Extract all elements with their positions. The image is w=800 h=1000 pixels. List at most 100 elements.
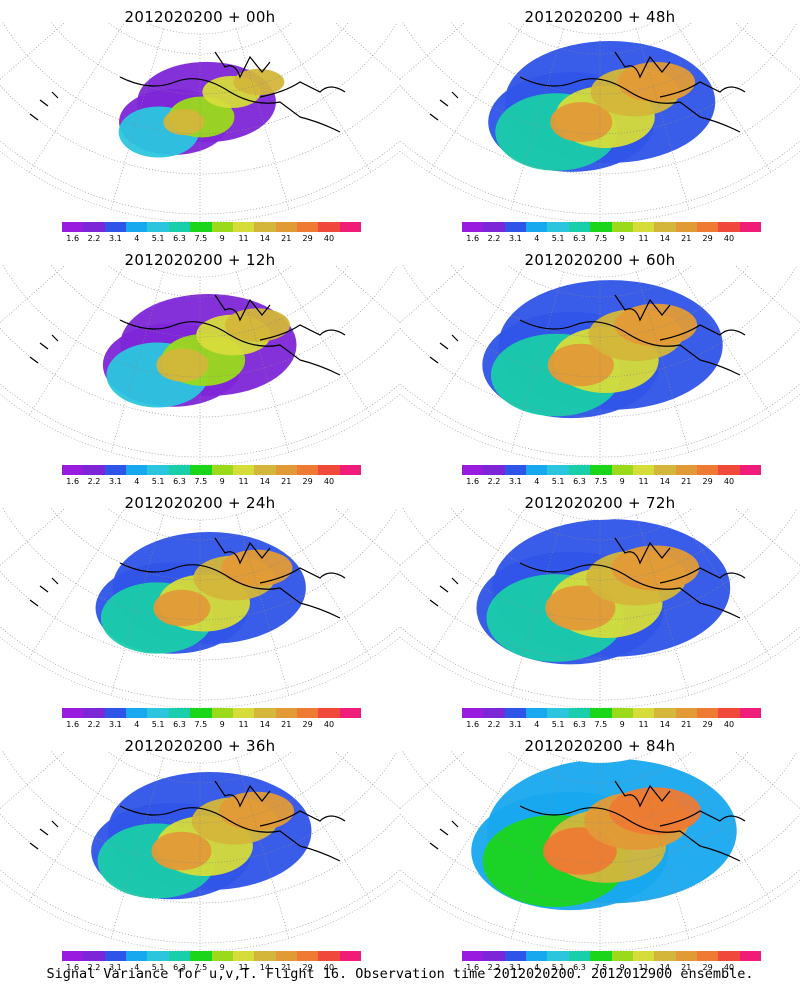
colorbar-swatch (504, 951, 527, 961)
colorbar-label: 1.6 (466, 720, 480, 729)
colorbar-label: 40 (723, 234, 735, 243)
colorbar-swatch (718, 465, 740, 475)
colorbar-swatch (318, 708, 340, 718)
colorbar (62, 465, 362, 475)
variance-contour (218, 791, 295, 831)
variance-contour (153, 589, 211, 627)
colorbar-label: 40 (323, 234, 335, 243)
latitude-line (0, 327, 400, 418)
colorbar-label: 5.1 (551, 234, 565, 243)
colorbar-swatch (62, 951, 84, 961)
colorbar-swatch (739, 951, 762, 961)
graticule (0, 508, 400, 708)
colorbar-swatch (547, 222, 569, 232)
colorbar-swatch (126, 708, 148, 718)
colorbar-swatch (275, 222, 297, 232)
coastlines (29, 537, 346, 619)
colorbar-label: 6.3 (173, 720, 186, 729)
colorbar-label: 11 (638, 234, 649, 243)
colorbar-swatch (339, 708, 362, 718)
colorbar-label: 1.6 (66, 477, 80, 486)
latitude-line (402, 265, 798, 378)
colorbar-label: 1.6 (66, 720, 80, 729)
map-panel-24h: 2012020200 + 24h 1.6 2.2 3.1 4 5.1 6.3 7.5 9 11 1… (0, 486, 400, 729)
longitude-line (510, 514, 564, 696)
variance-contour (163, 108, 205, 136)
longitude-line (428, 508, 526, 659)
coastlines (29, 780, 346, 862)
longitude-line (510, 757, 564, 939)
coastlines (29, 51, 346, 133)
colorbar-label: 6.3 (573, 720, 586, 729)
colorbar-swatch (147, 708, 169, 718)
longitude-line (28, 508, 126, 659)
colorbar-swatch (590, 222, 612, 232)
colorbar-label: 40 (723, 477, 735, 486)
latitude-line (0, 383, 400, 458)
latitude-line (0, 570, 400, 661)
colorbar-swatch (254, 951, 276, 961)
colorbar-swatch (483, 951, 505, 961)
colorbar-swatch (632, 951, 655, 961)
colorbar-labels: 1.6 2.2 3.1 4 5.1 6.3 7.5 9 11 14 21 29 40 (52, 234, 372, 244)
colorbar-label: 5.1 (151, 234, 165, 243)
panel-title: 2012020200 + 00h (124, 8, 276, 26)
colorbar-swatch (211, 951, 233, 961)
coastlines (429, 780, 746, 862)
colorbar-label: 29 (302, 720, 313, 729)
colorbar-label: 7.5 (194, 963, 208, 972)
map-panel-36h: 2012020200 + 36h 1.6 2.2 3.1 4 5.1 6.3 7.5 9 11 1… (0, 729, 400, 972)
colorbar (62, 708, 362, 718)
colorbar-swatch (739, 465, 762, 475)
colorbar-swatch (190, 222, 212, 232)
colorbar-swatch (126, 222, 148, 232)
colorbar-label: 40 (323, 963, 335, 972)
latitude-line (402, 22, 798, 135)
map-panel-00h: 2012020200 + 00h 1.6 2.2 3.1 4 5.1 6.3 7.5 9 11 1… (0, 0, 400, 243)
variance-contour (614, 303, 698, 347)
colorbar (462, 222, 762, 232)
colorbar-label: 9 (219, 234, 225, 243)
longitude-line (674, 508, 772, 659)
graticule (400, 508, 800, 708)
colorbar-swatch (62, 222, 84, 232)
colorbar-swatch (483, 708, 505, 718)
colorbar-labels: 1.6 2.2 3.1 4 5.1 6.3 7.5 9 11 14 21 29 40 (452, 963, 772, 973)
longitude-line (674, 22, 772, 173)
colorbar-label: 21 (281, 720, 292, 729)
colorbar-label: 2.2 (487, 963, 501, 972)
colorbar-swatch (462, 222, 484, 232)
colorbar-swatch (675, 708, 697, 718)
colorbar-swatch (339, 222, 362, 232)
colorbar-label: 29 (302, 477, 313, 486)
colorbar-label: 14 (659, 963, 670, 972)
longitude-line (28, 751, 126, 902)
latitude-line (402, 508, 798, 621)
colorbar-label: 4 (134, 963, 140, 972)
variance-map (400, 22, 800, 222)
colorbar-swatch (104, 465, 127, 475)
colorbar-label: 2.2 (87, 477, 101, 486)
colorbar-label: 21 (281, 234, 292, 243)
latitude-line (50, 265, 350, 338)
colorbar-swatch (675, 222, 697, 232)
latitude-line (450, 265, 750, 338)
variance-map (0, 508, 400, 708)
colorbar-swatch (211, 222, 233, 232)
colorbar-labels: 1.6 2.2 3.1 4 5.1 6.3 7.5 9 11 14 21 29 40 (452, 234, 772, 244)
colorbar-swatch (526, 222, 548, 232)
colorbar-swatch (611, 951, 633, 961)
colorbar-swatch (675, 465, 697, 475)
colorbar-label: 11 (238, 720, 249, 729)
colorbar (462, 951, 762, 961)
colorbar-label: 3.1 (109, 720, 122, 729)
colorbar-swatch (190, 465, 212, 475)
colorbar-swatch (318, 951, 340, 961)
colorbar-label: 6.3 (573, 477, 586, 486)
latitude-line (450, 751, 750, 824)
colorbar-swatch (611, 222, 633, 232)
variance-contour (608, 787, 701, 835)
figure-caption: Signal Variance for u,v,T. Flight 16. Ob… (46, 966, 754, 982)
colorbar-swatch (318, 465, 340, 475)
panel-title: 2012020200 + 72h (524, 494, 676, 512)
